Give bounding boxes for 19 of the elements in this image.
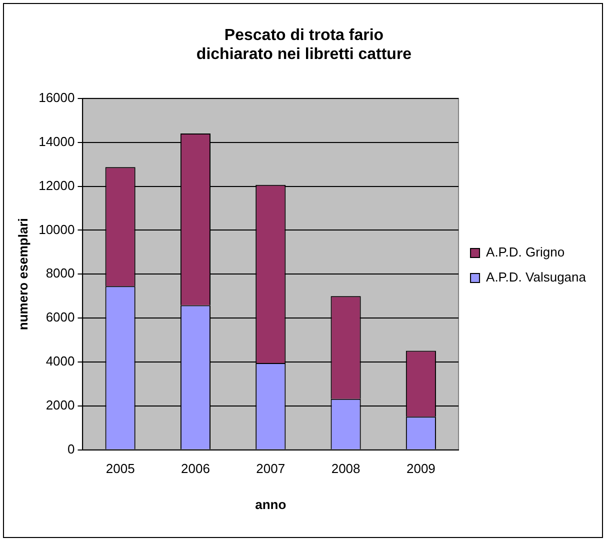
- legend-label: A.P.D. Valsugana: [486, 270, 587, 285]
- y-tick-label: 8000: [46, 266, 75, 281]
- y-tick-label: 6000: [46, 310, 75, 325]
- legend-label: A.P.D. Grigno: [486, 244, 565, 260]
- y-axis-title: numero esemplari: [15, 218, 30, 330]
- y-tick-label: 2000: [46, 397, 75, 412]
- x-tick-label: 2006: [181, 461, 210, 476]
- chart-title: Pescato di trota fario dichiarato nei libretti catture: [196, 27, 412, 64]
- x-tick-label: 2009: [406, 461, 436, 476]
- x-tick-label: 2005: [106, 461, 135, 476]
- x-tick-label: 2007: [256, 461, 286, 476]
- y-tick-label: 12000: [38, 178, 75, 193]
- x-tick-label: 2008: [331, 461, 360, 476]
- y-tick-label: 14000: [38, 134, 75, 149]
- y-tick-label: 16000: [38, 90, 75, 105]
- x-axis-title: anno: [255, 496, 286, 512]
- y-tick-label: 0: [68, 441, 75, 456]
- y-tick-label: 4000: [46, 354, 75, 369]
- y-tick-label: 10000: [38, 222, 75, 237]
